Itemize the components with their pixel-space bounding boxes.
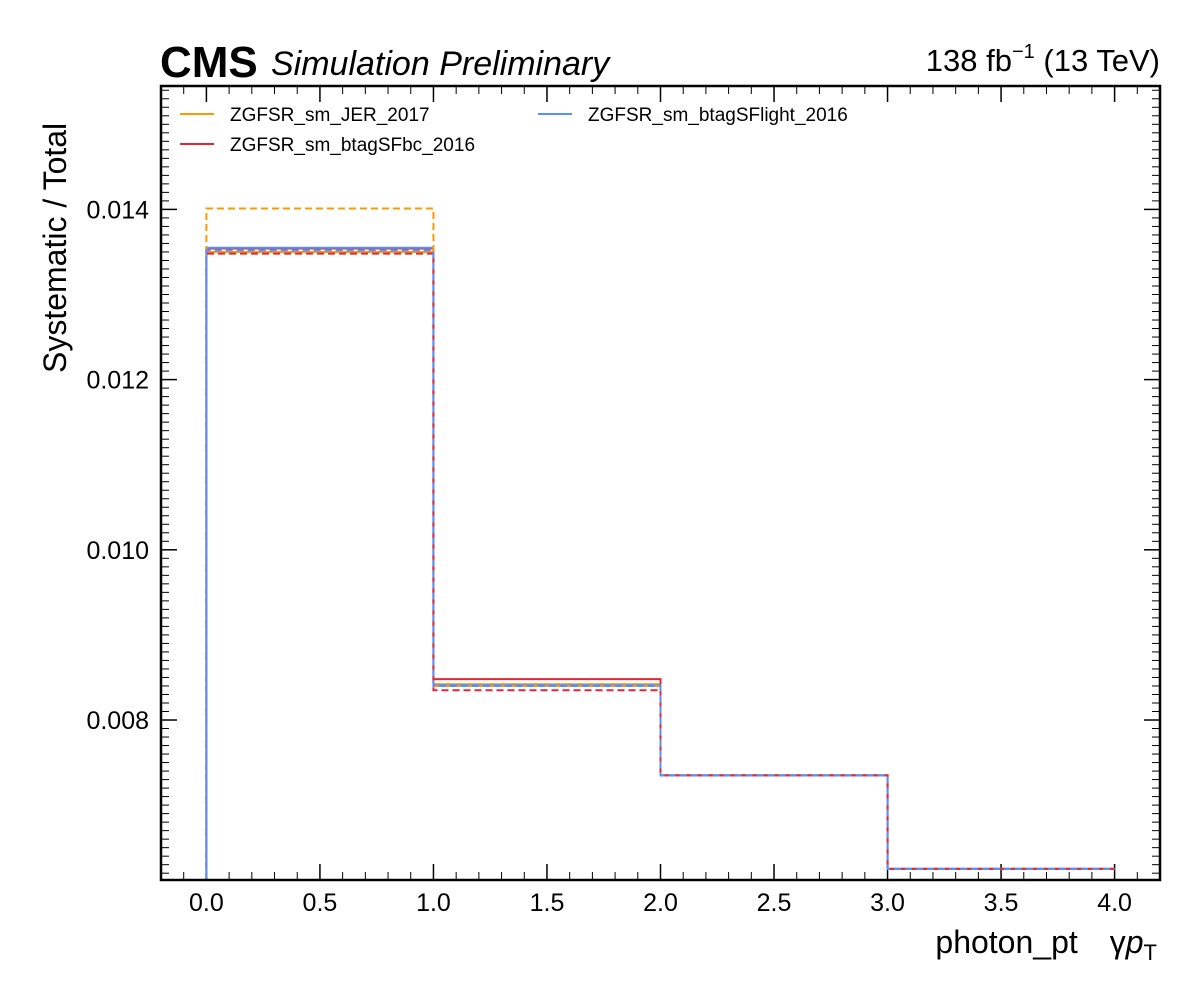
status-label: Simulation Preliminary bbox=[271, 45, 611, 83]
series-step-line-1 bbox=[205, 247, 1115, 880]
axis-ticks: 0.0 0.5 1.0 1.5 2.0 2.5 3.0 3.5 4.0 0.008 0.010 0.0… bbox=[86, 86, 1160, 917]
x-axis-symbol: γ bbox=[1110, 924, 1126, 960]
x-axis-subscript: T bbox=[1144, 940, 1157, 965]
legend-label: ZGFSR_sm_btagSFbc_2016 bbox=[230, 135, 475, 156]
x-axis-title: photon_pt γpT bbox=[935, 924, 1157, 965]
energy-label: (13 TeV) bbox=[1035, 43, 1160, 78]
x-tick-label: 1.0 bbox=[416, 889, 451, 917]
plot-frame bbox=[159, 84, 1162, 882]
legend: ZGFSR_sm_JER_2017 ZGFSR_sm_btagSFbc_2016 Z… bbox=[180, 105, 848, 156]
x-tick-label: 3.5 bbox=[984, 889, 1019, 917]
x-tick-label: 2.0 bbox=[643, 889, 678, 917]
series-step-line-0 bbox=[205, 250, 1115, 880]
series-step-line-3 bbox=[205, 207, 1115, 880]
y-axis-title: Systematic / Total bbox=[37, 123, 73, 373]
series-step-line-4 bbox=[205, 252, 1115, 880]
x-tick-label: 3.0 bbox=[870, 889, 905, 917]
x-tick-label: 1.5 bbox=[530, 889, 565, 917]
x-tick-label: 0.0 bbox=[189, 889, 224, 917]
x-tick-label: 4.0 bbox=[1097, 889, 1132, 917]
series-step-line-5 bbox=[205, 249, 1115, 880]
x-axis-variable: p bbox=[1125, 924, 1144, 960]
x-tick-label: 0.5 bbox=[303, 889, 338, 917]
luminosity-exponent: −1 bbox=[1012, 41, 1035, 63]
series-lines bbox=[205, 207, 1115, 880]
legend-label: ZGFSR_sm_JER_2017 bbox=[230, 105, 430, 126]
y-tick-label: 0.012 bbox=[86, 367, 149, 395]
y-tick-label: 0.008 bbox=[86, 707, 149, 735]
luminosity-value: 138 fb bbox=[926, 43, 1012, 78]
series-step-line-2 bbox=[205, 246, 1115, 880]
y-tick-label: 0.010 bbox=[86, 537, 149, 565]
luminosity-label: 138 fb−1 (13 TeV) bbox=[926, 41, 1160, 78]
chart-header: CMS Simulation Preliminary 138 fb−1 (13 … bbox=[160, 38, 1160, 87]
y-tick-label: 0.014 bbox=[86, 196, 149, 224]
x-axis-label: photon_pt bbox=[935, 924, 1077, 960]
legend-label: ZGFSR_sm_btagSFlight_2016 bbox=[588, 105, 848, 126]
x-tick-label: 2.5 bbox=[757, 889, 792, 917]
experiment-label: CMS bbox=[160, 38, 258, 87]
